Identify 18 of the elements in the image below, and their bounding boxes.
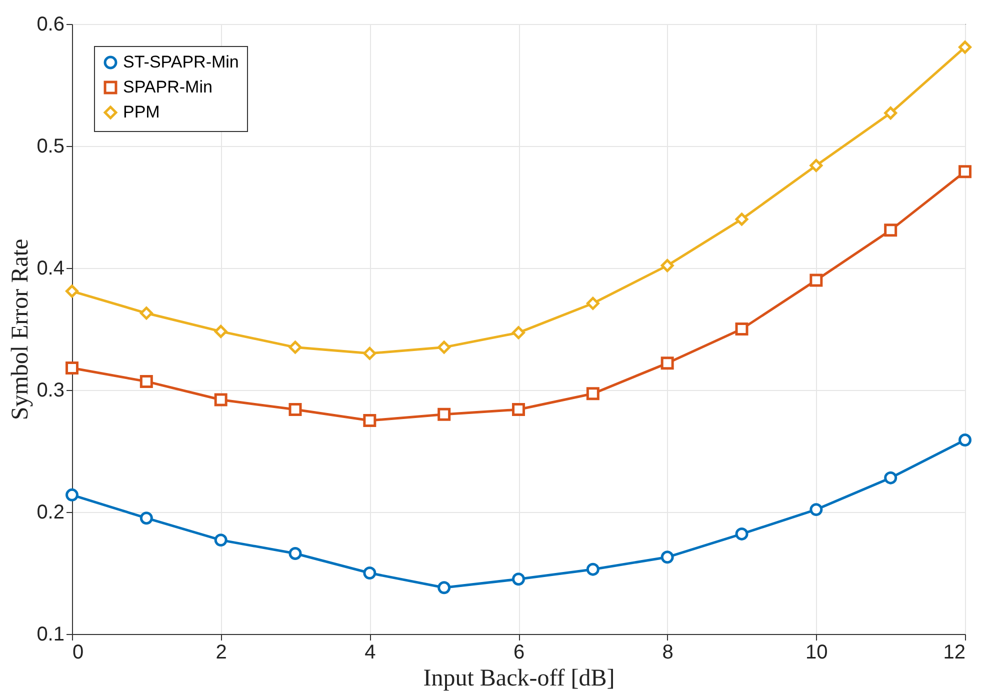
legend-label: ST-SPAPR-Min [123, 52, 239, 72]
x-axis-title: Input Back-off [dB] [423, 666, 615, 692]
y-tick-label: 0.2 [36, 502, 64, 524]
y-tick-label: 0.5 [36, 136, 64, 158]
x-tick-label: 4 [364, 642, 376, 664]
y-tick-label: 0.1 [36, 624, 64, 646]
y-axis-title: Symbol Error Rate [8, 238, 34, 420]
legend-label: SPAPR-Min [123, 78, 212, 96]
x-tick-label: 2 [216, 642, 227, 664]
x-tick-label: 6 [513, 642, 525, 664]
x-tick-label: 8 [662, 642, 674, 664]
y-tick-label: 0.3 [36, 380, 64, 402]
y-tick-label: 0.4 [36, 258, 64, 280]
x-tick-label: 0 [72, 642, 84, 664]
x-tick-label: 10 [806, 642, 828, 664]
legend-label: PPM [123, 102, 160, 122]
x-tick-label: 12 [943, 642, 966, 664]
y-tick-label: 0.6 [36, 14, 64, 36]
